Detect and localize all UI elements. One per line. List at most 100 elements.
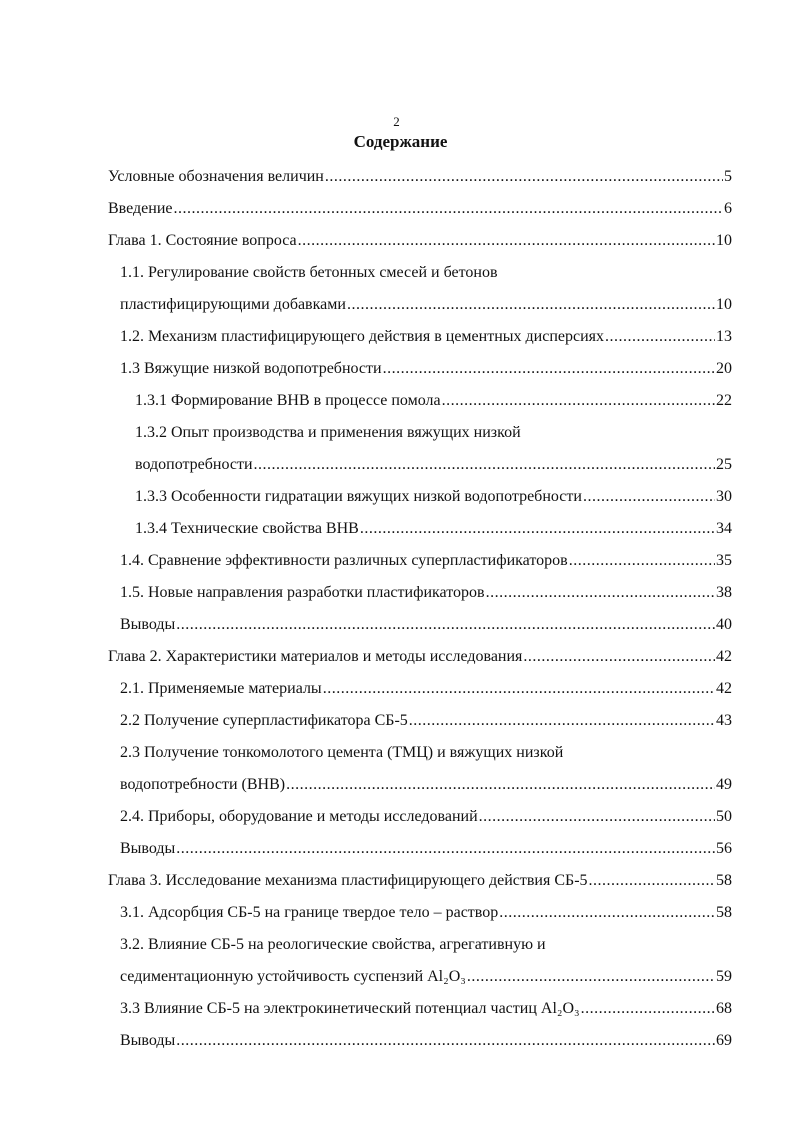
dot-leader bbox=[523, 646, 715, 678]
dot-leader bbox=[499, 902, 715, 934]
toc-entry[interactable]: 2.1. Применяемые материалы 42 bbox=[108, 678, 732, 710]
toc-page-number: 25 bbox=[716, 456, 732, 473]
toc-entry-text: Глава 3. Исследование механизма пластифи… bbox=[108, 872, 588, 889]
dot-leader bbox=[486, 582, 715, 614]
toc-page-number: 35 bbox=[716, 552, 732, 569]
toc-page-number: 38 bbox=[716, 584, 732, 601]
toc-entry[interactable]: 3.2. Влияние СБ-5 на реологические свойс… bbox=[108, 934, 732, 998]
dot-leader bbox=[325, 166, 723, 198]
toc-page-number: 30 bbox=[716, 488, 732, 505]
toc-page-number: 49 bbox=[716, 776, 732, 793]
toc-entry[interactable]: 1.2. Механизм пластифицирующего действия… bbox=[108, 326, 732, 358]
toc-entry[interactable]: Глава 1. Состояние вопроса 10 bbox=[108, 230, 732, 262]
toc-page-number: 69 bbox=[716, 1032, 732, 1049]
dot-leader bbox=[176, 614, 715, 646]
toc-page-number: 10 bbox=[716, 232, 732, 249]
toc-page-number: 5 bbox=[724, 168, 732, 185]
dot-leader bbox=[409, 710, 715, 742]
toc-page-number: 42 bbox=[716, 680, 732, 697]
toc-page-number: 40 bbox=[716, 616, 732, 633]
toc-entry[interactable]: 2.3 Получение тонкомолотого цемента (ТМЦ… bbox=[108, 742, 732, 806]
toc-entry-text: 1.1. Регулирование свойств бетонных смес… bbox=[120, 264, 498, 281]
toc-page-number: 34 bbox=[716, 520, 732, 537]
toc-entry[interactable]: 1.5. Новые направления разработки пласти… bbox=[108, 582, 732, 614]
dot-leader bbox=[347, 294, 715, 326]
toc-entry-text: 1.2. Механизм пластифицирующего действия… bbox=[120, 328, 605, 345]
toc-entry[interactable]: 1.3.2 Опыт производства и применения вяж… bbox=[108, 422, 732, 486]
dot-leader bbox=[583, 486, 715, 518]
toc-entry-text: 3.2. Влияние СБ-5 на реологические свойс… bbox=[120, 936, 546, 953]
toc-entry[interactable]: 3.1. Адсорбция СБ-5 на границе твердое т… bbox=[108, 902, 732, 934]
dot-leader bbox=[174, 198, 724, 230]
dot-leader bbox=[176, 1030, 715, 1062]
toc-entry[interactable]: Глава 3. Исследование механизма пластифи… bbox=[108, 870, 732, 902]
toc-entry-text: 2.2 Получение суперпластификатора СБ-5 bbox=[120, 712, 408, 729]
toc-entry[interactable]: Глава 2. Характеристики материалов и мет… bbox=[108, 646, 732, 678]
dot-leader bbox=[442, 390, 715, 422]
toc-entry[interactable]: Выводы 40 bbox=[108, 614, 732, 646]
toc-entry-text: Глава 2. Характеристики материалов и мет… bbox=[108, 648, 523, 665]
toc-entry-text: 3.3 Влияние СБ-5 на электрокинетический … bbox=[120, 1000, 580, 1017]
toc-entry-text: седиментационную устойчивость суспензий … bbox=[120, 968, 466, 985]
toc-entry-text: 2.1. Применяемые материалы bbox=[120, 680, 322, 697]
toc-entry-text: 1.5. Новые направления разработки пласти… bbox=[120, 584, 485, 601]
toc-page-number: 13 bbox=[716, 328, 732, 345]
dot-leader bbox=[360, 518, 715, 550]
toc-entry-text: 1.3.3 Особенности гидратации вяжущих низ… bbox=[135, 488, 582, 505]
toc-entry[interactable]: Введение 6 bbox=[108, 198, 732, 230]
dot-leader bbox=[581, 998, 715, 1030]
toc-entry[interactable]: 2.2 Получение суперпластификатора СБ-5 43 bbox=[108, 710, 732, 742]
toc-entry-text: Введение bbox=[108, 200, 173, 217]
page-number: 2 bbox=[393, 114, 400, 129]
toc-entry[interactable]: 1.3.4 Технические свойства ВНВ 34 bbox=[108, 518, 732, 550]
toc-entry-text: 1.3.1 Формирование ВНВ в процессе помола bbox=[135, 392, 441, 409]
toc-entry-text: 1.3 Вяжущие низкой водопотребности bbox=[120, 360, 382, 377]
toc-entry-text: Глава 1. Состояние вопроса bbox=[108, 232, 297, 249]
dot-leader bbox=[286, 774, 715, 806]
toc-page-number: 42 bbox=[716, 648, 732, 665]
dot-leader bbox=[479, 806, 715, 838]
toc-entry[interactable]: 1.3 Вяжущие низкой водопотребности 20 bbox=[108, 358, 732, 390]
dot-leader bbox=[569, 550, 715, 582]
toc-page-number: 59 bbox=[716, 968, 732, 985]
toc-entry-text: 2.3 Получение тонкомолотого цемента (ТМЦ… bbox=[120, 744, 564, 761]
toc-entry-text: Выводы bbox=[120, 1032, 176, 1049]
toc-entry[interactable]: Выводы 69 bbox=[108, 1030, 732, 1062]
toc-entry[interactable]: 1.3.1 Формирование ВНВ в процессе помола… bbox=[108, 390, 732, 422]
toc-entry[interactable]: Условные обозначения величин 5 bbox=[108, 166, 732, 198]
toc-entry-text: водопотребности (ВНВ) bbox=[120, 776, 286, 793]
toc-entry-text: пластифицирующими добавками bbox=[120, 296, 346, 313]
toc-entry-text: 1.3.2 Опыт производства и применения вяж… bbox=[135, 424, 521, 441]
dot-leader bbox=[467, 966, 715, 998]
dot-leader bbox=[323, 678, 715, 710]
dot-leader bbox=[589, 870, 715, 902]
table-of-contents: Условные обозначения величин 5 Введение 6 Гл… bbox=[108, 166, 732, 1062]
toc-page-number: 43 bbox=[716, 712, 732, 729]
toc-entry-text: Выводы bbox=[120, 840, 176, 857]
toc-entry-text: 1.4. Сравнение эффективности различных с… bbox=[120, 552, 568, 569]
toc-entry[interactable]: 3.3 Влияние СБ-5 на электрокинетический … bbox=[108, 998, 732, 1030]
toc-entry-text: Выводы bbox=[120, 616, 176, 633]
toc-entry[interactable]: 1.4. Сравнение эффективности различных с… bbox=[108, 550, 732, 582]
toc-page-number: 20 bbox=[716, 360, 732, 377]
dot-leader bbox=[298, 230, 715, 262]
toc-entry[interactable]: 1.3.3 Особенности гидратации вяжущих низ… bbox=[108, 486, 732, 518]
dot-leader bbox=[254, 454, 715, 486]
toc-page-number: 58 bbox=[716, 904, 732, 921]
toc-entry-text: водопотребности bbox=[135, 456, 253, 473]
toc-entry-text: 3.1. Адсорбция СБ-5 на границе твердое т… bbox=[120, 904, 499, 921]
dot-leader bbox=[605, 326, 715, 358]
dot-leader bbox=[176, 838, 715, 870]
toc-page-number: 50 bbox=[716, 808, 732, 825]
page-title: Содержание bbox=[353, 132, 448, 151]
toc-page-number: 10 bbox=[716, 296, 732, 313]
dot-leader bbox=[383, 358, 715, 390]
toc-entry-text: 2.4. Приборы, оборудование и методы иссл… bbox=[120, 808, 478, 825]
toc-entry[interactable]: Выводы 56 bbox=[108, 838, 732, 870]
toc-page-number: 68 bbox=[716, 1000, 732, 1017]
toc-entry-text: 1.3.4 Технические свойства ВНВ bbox=[135, 520, 359, 537]
toc-page-number: 56 bbox=[716, 840, 732, 857]
toc-entry[interactable]: 2.4. Приборы, оборудование и методы иссл… bbox=[108, 806, 732, 838]
toc-page-number: 6 bbox=[724, 200, 732, 217]
toc-entry[interactable]: 1.1. Регулирование свойств бетонных смес… bbox=[108, 262, 732, 326]
